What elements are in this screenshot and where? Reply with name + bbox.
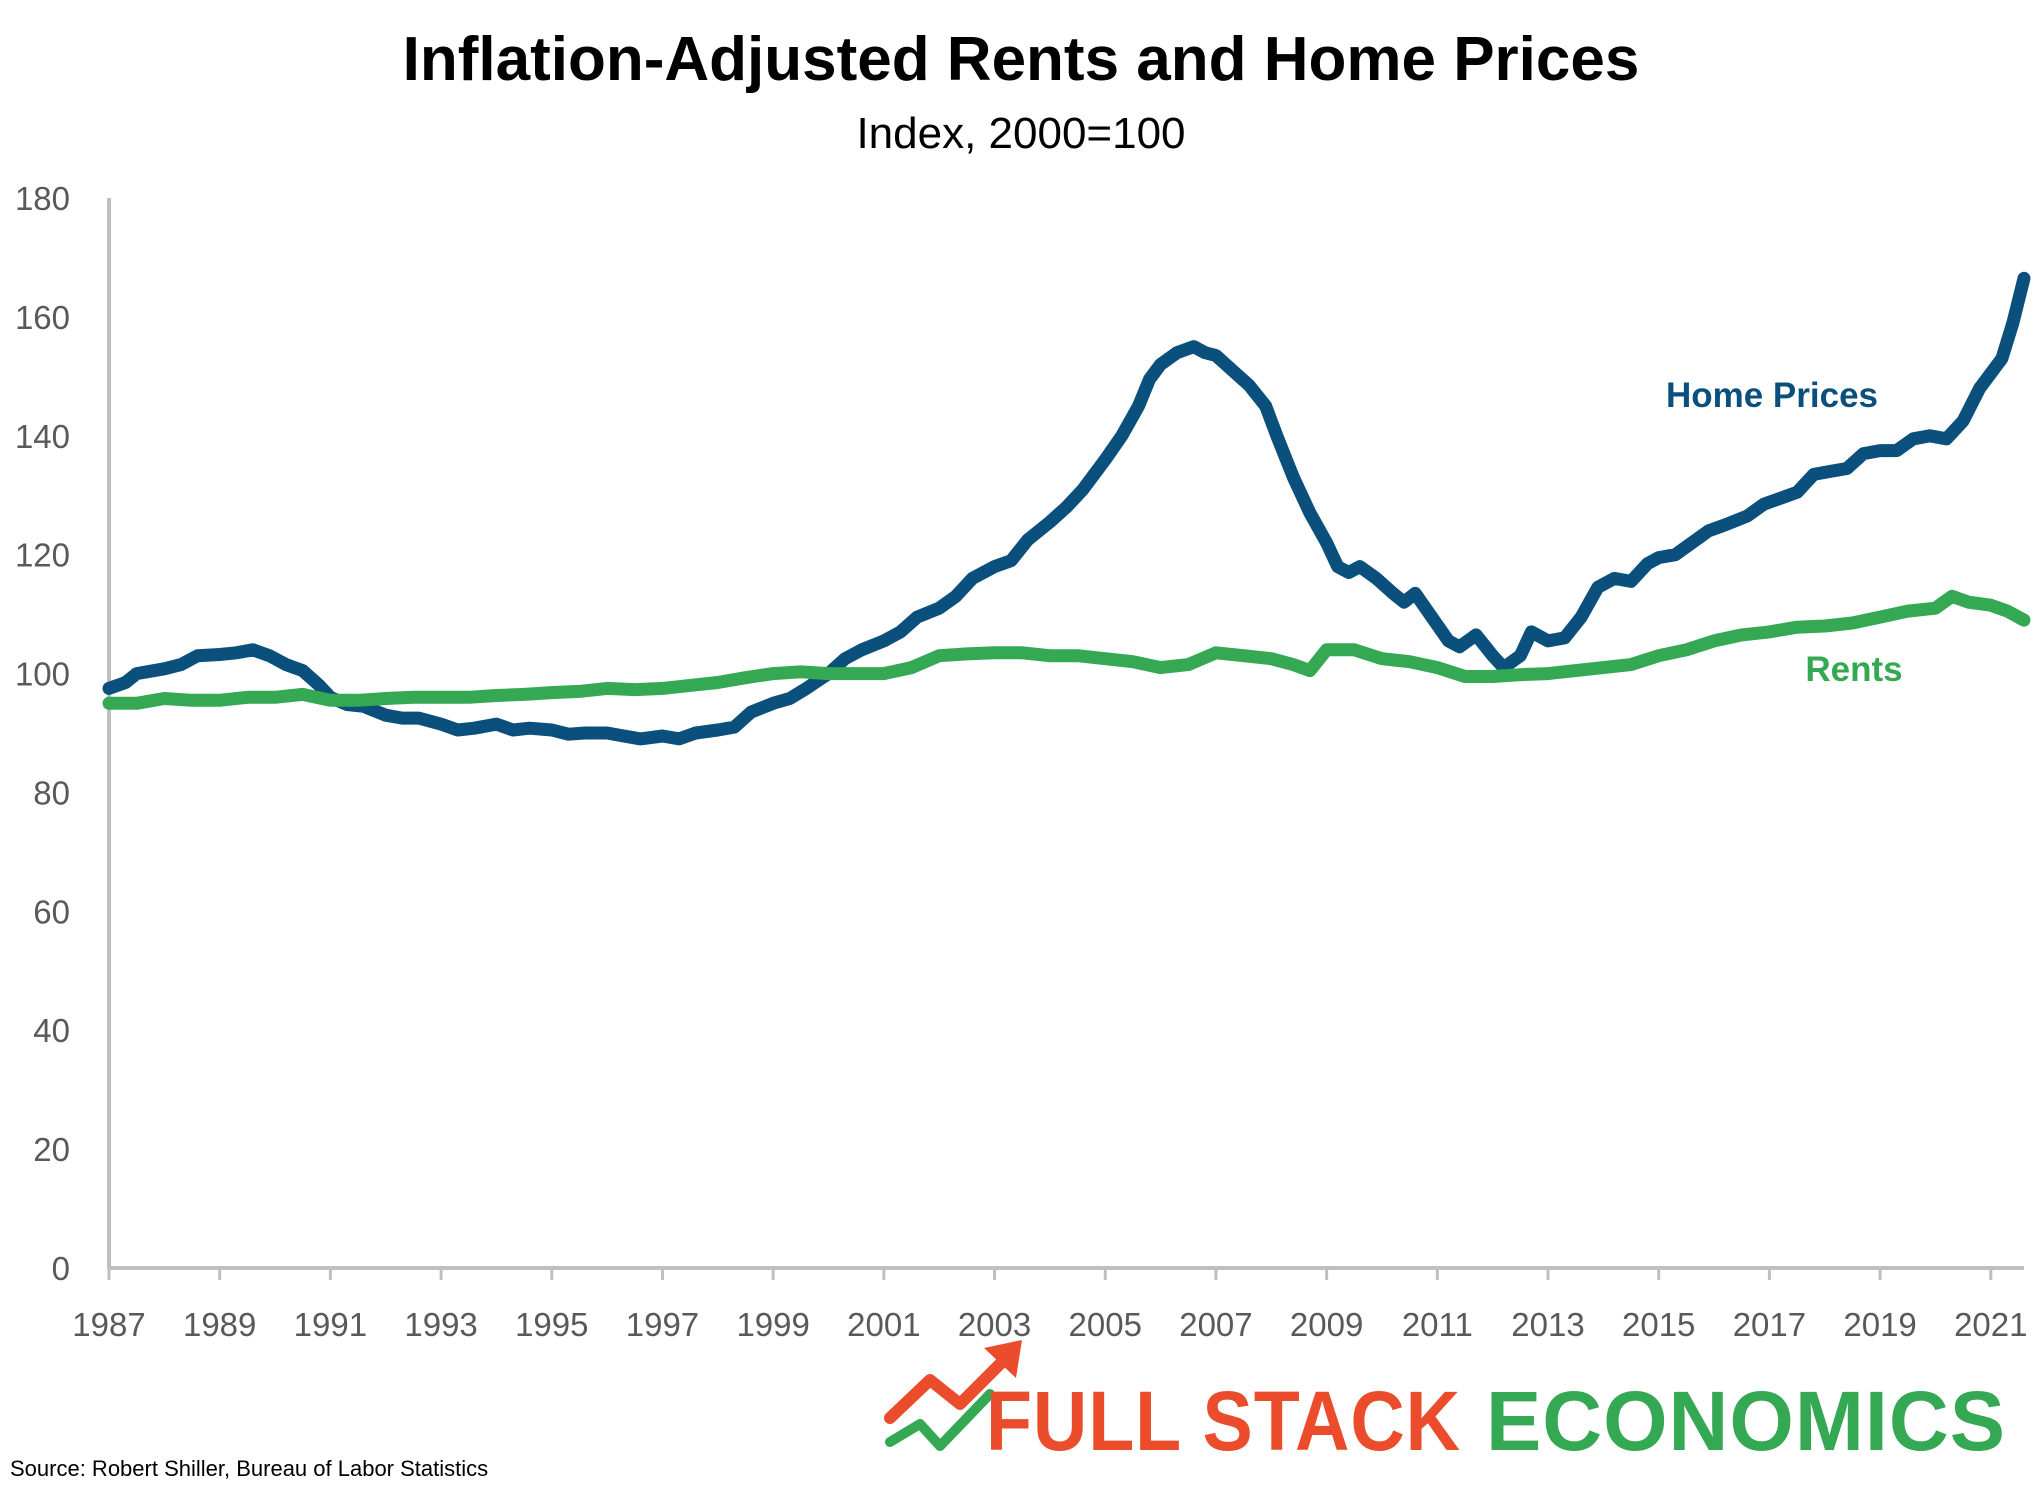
logo-word-full-stack: FULL STACK <box>986 1374 1461 1468</box>
x-tick-label: 2017 <box>1733 1306 1806 1343</box>
x-tick-label: 1993 <box>404 1306 477 1343</box>
x-tick-label: 2019 <box>1843 1306 1916 1343</box>
logo: FULL STACK ECONOMICS <box>884 1340 2006 1468</box>
series-line-home-prices <box>102 271 2031 746</box>
x-tick-label: 1995 <box>515 1306 588 1343</box>
y-tick-label: 20 <box>33 1131 70 1168</box>
x-tick-label: 2009 <box>1290 1306 1363 1343</box>
x-tick-label: 2007 <box>1179 1306 1252 1343</box>
x-tick-label: 1987 <box>72 1306 145 1343</box>
x-tick-label: 1999 <box>736 1306 809 1343</box>
x-tick-label: 2003 <box>958 1306 1031 1343</box>
y-tick-label: 60 <box>33 893 70 930</box>
x-tick-label: 2011 <box>1402 1306 1473 1343</box>
y-tick-label: 80 <box>33 774 70 811</box>
trend-arrow-icon <box>884 1340 1022 1451</box>
y-tick-label: 120 <box>15 537 70 574</box>
x-tick-label: 2021 <box>1954 1306 2027 1343</box>
x-tick-label: 2015 <box>1622 1306 1695 1343</box>
x-tick-label: 2001 <box>847 1306 920 1343</box>
x-tick-label: 2013 <box>1511 1306 1584 1343</box>
y-axis-ticks: 0 20 40 60 80 100 120 140 160 180 <box>15 180 70 1287</box>
x-tick-label: 1991 <box>294 1306 367 1343</box>
series-line-rents <box>102 589 2031 710</box>
series-label-rents: Rents <box>1805 650 1902 689</box>
y-tick-label: 140 <box>15 418 70 455</box>
axes <box>107 198 2024 1270</box>
series-label-home-prices: Home Prices <box>1666 376 1878 415</box>
y-tick-label: 180 <box>15 180 70 217</box>
chart-title: Inflation-Adjusted Rents and Home Prices <box>403 25 1640 94</box>
series-layer <box>102 271 2031 746</box>
y-tick-label: 40 <box>33 1012 70 1049</box>
logo-word-economics: ECONOMICS <box>1486 1374 2006 1468</box>
x-axis-ticks: 1987 1989 1991 1993 1995 1997 1999 2001 2003 2005… <box>72 1268 2028 1343</box>
y-tick-label: 0 <box>52 1250 70 1287</box>
x-tick-label: 2005 <box>1069 1306 1142 1343</box>
y-tick-label: 100 <box>15 656 70 693</box>
source-note: Source: Robert Shiller, Bureau of Labor … <box>10 1456 488 1481</box>
x-tick-label: 1989 <box>183 1306 256 1343</box>
x-tick-label: 1997 <box>626 1306 699 1343</box>
y-tick-label: 160 <box>15 299 70 336</box>
chart-subtitle: Index, 2000=100 <box>856 109 1185 158</box>
